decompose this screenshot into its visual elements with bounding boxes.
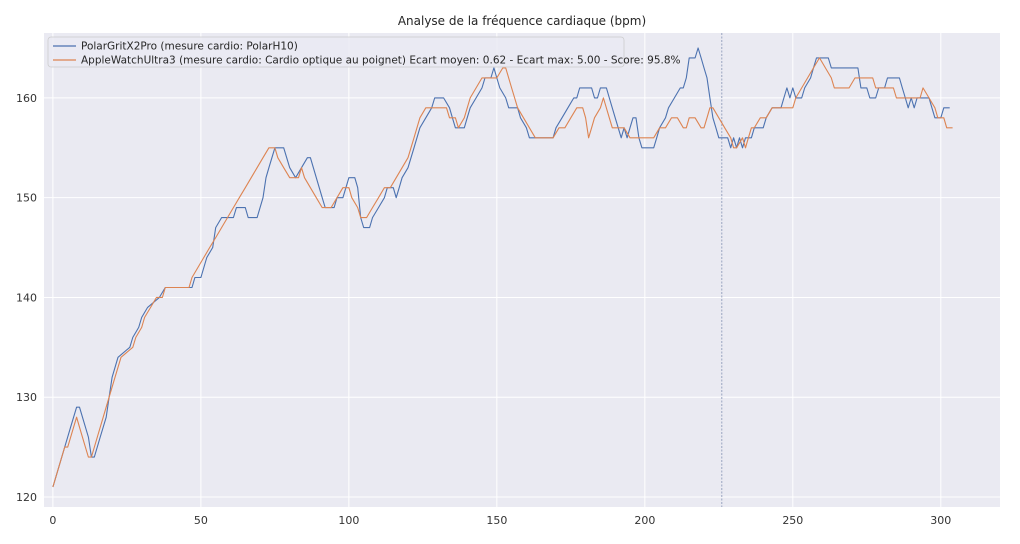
- x-axis: 0 50 100 150 200 250 300: [49, 514, 951, 527]
- x-tick-label: 200: [634, 514, 655, 527]
- x-tick-label: 50: [194, 514, 208, 527]
- x-tick-label: 300: [930, 514, 951, 527]
- x-tick-label: 150: [486, 514, 507, 527]
- legend-label-polar: PolarGritX2Pro (mesure cardio: PolarH10): [81, 41, 298, 53]
- grid: [44, 33, 1000, 507]
- plot-background: [44, 33, 1000, 507]
- x-tick-label: 0: [49, 514, 56, 527]
- y-axis: 120 130 140 150 160: [16, 92, 37, 504]
- y-tick-label: 140: [16, 291, 37, 304]
- series-layer: [52, 47, 953, 488]
- y-tick-label: 120: [16, 491, 37, 504]
- y-tick-label: 160: [16, 92, 37, 105]
- legend-box: [47, 36, 625, 68]
- legend: PolarGritX2Pro (mesure cardio: PolarH10)…: [47, 36, 681, 68]
- x-tick-label: 250: [782, 514, 803, 527]
- legend-label-apple: AppleWatchUltra3 (mesure cardio: Cardio …: [81, 55, 681, 67]
- chart-title: Analyse de la fréquence cardiaque (bpm): [398, 14, 646, 28]
- series-line-1: [52, 57, 953, 488]
- series-line-0: [52, 47, 950, 488]
- y-tick-label: 150: [16, 192, 37, 205]
- y-tick-label: 130: [16, 391, 37, 404]
- x-tick-label: 100: [338, 514, 359, 527]
